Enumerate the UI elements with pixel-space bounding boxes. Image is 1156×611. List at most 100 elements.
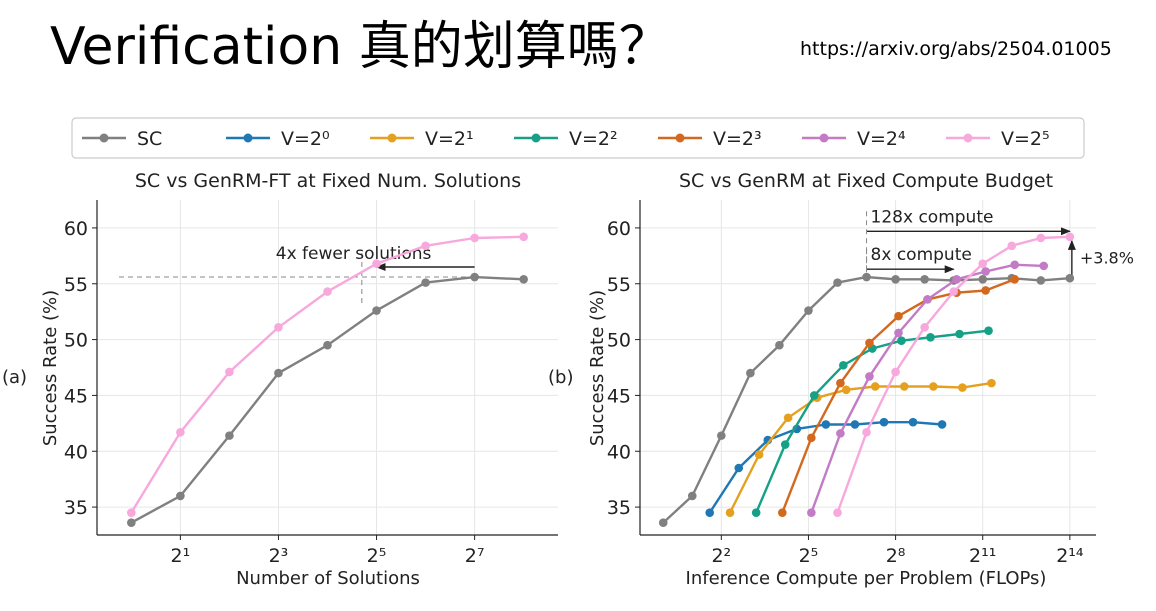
chart-b-point-5-0 xyxy=(807,508,816,517)
chart-b-annotation-0: 128x compute xyxy=(866,207,1071,278)
chart-a-point-0-5 xyxy=(372,306,381,315)
chart-b-point-3-1 xyxy=(780,440,790,449)
chart-b-point-1-4 xyxy=(821,420,831,429)
chart-b-point-2-6 xyxy=(900,382,909,391)
chart-b-point-5-5 xyxy=(952,274,961,284)
chart-b-point-2-4 xyxy=(841,385,851,395)
chart-a-point-1-3 xyxy=(274,323,283,332)
chart-a-ytick-label-1: 40 xyxy=(64,441,88,463)
legend-label-2: V=2¹ xyxy=(425,128,474,150)
chart-b-point-5-2 xyxy=(865,372,874,381)
chart-a-xtick-label-0: 2¹ xyxy=(171,545,191,567)
chart-a-point-0-2 xyxy=(225,431,234,440)
legend-marker-0 xyxy=(99,133,109,143)
chart-a-ytick-label-4: 55 xyxy=(64,274,88,296)
chart-b-ytick-label-5: 60 xyxy=(607,218,631,240)
chart-a-point-0-6 xyxy=(421,278,430,287)
chart-b-series-0 xyxy=(658,272,1075,528)
legend-frame xyxy=(71,117,1085,159)
chart-b-point-6-6 xyxy=(1007,241,1017,251)
paper-url: https://arxiv.org/abs/2504.01005 xyxy=(800,38,1112,60)
chart-a-point-0-7 xyxy=(470,272,479,282)
chart-b-point-4-7 xyxy=(981,286,990,295)
chart-b-point-1-8 xyxy=(937,420,947,429)
chart-b-point-5-7 xyxy=(1010,260,1019,270)
chart-a-annotation-0-label: 4x fewer solutions xyxy=(276,244,432,264)
chart-a-ytick-label-2: 45 xyxy=(64,385,88,407)
chart-b-point-6-1 xyxy=(862,427,871,437)
legend-label-5: V=2⁴ xyxy=(857,128,906,150)
chart-a-series-0 xyxy=(127,272,528,528)
legend-marker-5 xyxy=(819,133,829,143)
legend-label-4: V=2³ xyxy=(713,128,762,150)
chart-b-point-1-1 xyxy=(734,463,744,473)
chart-a-xtick-label-2: 2⁵ xyxy=(367,545,387,567)
chart-b-point-3-8 xyxy=(984,326,993,335)
chart-b-point-0-3 xyxy=(746,368,755,378)
chart-b-xtick-label-1: 2⁵ xyxy=(799,545,819,567)
chart-b-point-2-7 xyxy=(929,382,938,391)
chart-b-point-6-0 xyxy=(833,508,842,517)
chart-b-point-3-0 xyxy=(751,508,761,517)
chart-b-annotation-1-label: 8x compute xyxy=(871,245,972,265)
chart-b-ytick-label-1: 40 xyxy=(607,441,631,463)
chart-b-point-3-6 xyxy=(926,333,935,342)
chart-a-point-0-0 xyxy=(127,518,136,528)
chart-a-point-0-3 xyxy=(274,368,283,378)
chart-a-point-1-4 xyxy=(323,287,332,296)
chart-b-point-3-5 xyxy=(897,336,906,346)
chart-a-title: SC vs GenRM-FT at Fixed Num. Solutions xyxy=(135,170,521,192)
chart-b-point-0-8 xyxy=(891,274,900,284)
chart-b-point-6-2 xyxy=(891,367,900,377)
chart-b-point-2-0 xyxy=(725,508,735,517)
chart-b-annotation-2: +3.8% xyxy=(1067,239,1134,279)
legend-marker-6 xyxy=(963,133,973,143)
chart-b-point-4-4 xyxy=(894,311,903,321)
chart-b-point-4-8 xyxy=(1010,274,1019,284)
chart-b-point-1-0 xyxy=(705,508,715,517)
chart-b-ytick-label-0: 35 xyxy=(607,497,631,519)
chart-b-point-2-8 xyxy=(958,383,967,392)
chart-a-point-1-2 xyxy=(225,367,234,377)
chart-b-point-4-2 xyxy=(836,378,845,388)
chart-b-point-6-7 xyxy=(1036,233,1046,243)
chart-b-series-line-1 xyxy=(708,421,943,514)
chart-b-xtick-label-0: 2² xyxy=(711,545,731,567)
legend-item-3: V=2² xyxy=(514,128,618,150)
chart-b-series-1 xyxy=(705,417,947,517)
legend-label-6: V=2⁵ xyxy=(1001,128,1050,150)
chart-b-point-3-7 xyxy=(955,329,964,339)
legend-item-5: V=2⁴ xyxy=(802,128,906,150)
legend-item-0: SC xyxy=(82,128,162,150)
chart-b-ylabel: Success Rate (%) xyxy=(587,290,608,446)
chart-a-ytick-label-3: 50 xyxy=(64,330,88,352)
chart-b-xtick-label-3: 2¹¹ xyxy=(969,545,996,567)
chart-b-point-0-9 xyxy=(920,274,929,284)
chart-b-point-0-13 xyxy=(1036,276,1046,285)
chart-a-series-line-0 xyxy=(130,275,524,524)
chart-b-point-4-1 xyxy=(807,433,816,443)
chart-b-point-5-6 xyxy=(981,267,990,276)
chart-b-annotation-1: 8x compute xyxy=(866,245,972,278)
slide-title: Verification 真的划算嗎？ xyxy=(50,17,671,77)
chart-a-point-1-0 xyxy=(127,508,136,517)
chart-b-point-0-5 xyxy=(804,306,813,315)
chart-b-panel-label: (b) xyxy=(548,367,573,388)
chart-b-point-0-11 xyxy=(978,274,988,284)
chart-a-point-1-8 xyxy=(519,232,528,242)
chart-a-point-1-5 xyxy=(372,259,381,268)
legend-marker-2 xyxy=(387,133,397,143)
chart-a-ytick-label-5: 60 xyxy=(64,218,88,240)
chart-b-series-5 xyxy=(807,260,1049,517)
chart-a-xlabel: Number of Solutions xyxy=(236,568,420,589)
chart-panel-a: SC vs GenRM-FT at Fixed Num. Solutions S… xyxy=(2,170,558,589)
chart-b-point-4-3 xyxy=(865,338,874,348)
chart-b-point-2-1 xyxy=(754,450,764,459)
chart-a-point-0-1 xyxy=(176,491,185,501)
chart-b-annotation-2-label: +3.8% xyxy=(1080,249,1134,268)
chart-b-title: SC vs GenRM at Fixed Compute Budget xyxy=(679,170,1053,192)
legend-item-2: V=2¹ xyxy=(370,128,474,150)
chart-b-series-2 xyxy=(725,378,996,517)
legend-item-4: V=2³ xyxy=(658,128,762,150)
